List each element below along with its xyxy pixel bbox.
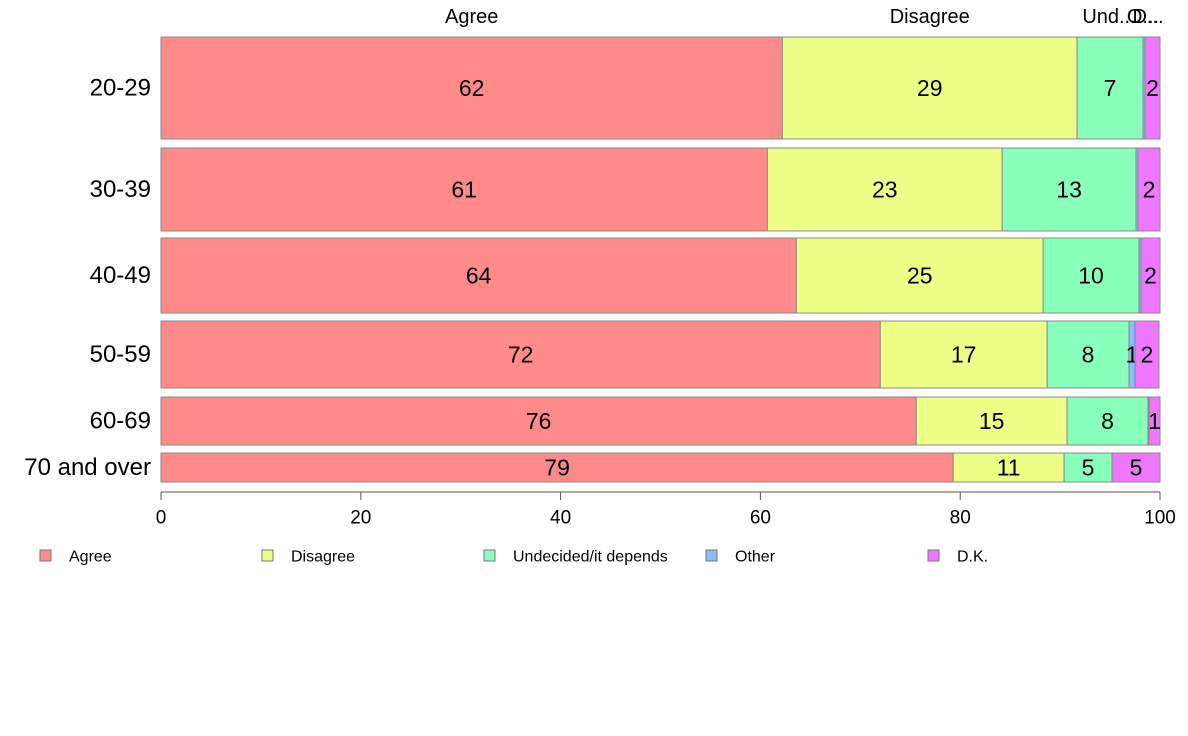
data-label: 5 — [1130, 455, 1143, 481]
bar-segment — [1046, 320, 1130, 389]
x-tick-label: 40 — [550, 508, 571, 529]
bar-segment — [795, 237, 1044, 314]
legend-swatch — [705, 549, 718, 562]
data-label: 79 — [544, 455, 570, 481]
bar-segment — [1134, 320, 1160, 389]
data-label: 72 — [508, 342, 534, 368]
legend-label: D.K. — [957, 549, 988, 566]
category-label: 40-49 — [90, 262, 151, 289]
data-label: 7 — [1104, 75, 1117, 101]
bar-segment — [160, 396, 917, 446]
bar-segment — [160, 36, 783, 140]
data-label: 62 — [459, 75, 485, 101]
data-label: 25 — [907, 263, 933, 289]
data-label: 61 — [451, 177, 477, 203]
category-label: 60-69 — [90, 408, 151, 435]
column-header: Und... — [1082, 6, 1135, 28]
bar-segment — [952, 452, 1065, 483]
data-label: 8 — [1082, 342, 1095, 368]
bar-segment — [160, 237, 797, 314]
x-tick-label: 0 — [156, 508, 167, 529]
bar-segment — [1076, 36, 1144, 140]
data-label: 2 — [1141, 342, 1154, 368]
data-label: 29 — [917, 75, 943, 101]
column-header: Disagree — [890, 6, 970, 28]
data-label: 5 — [1082, 455, 1095, 481]
x-tick-label: 20 — [350, 508, 371, 529]
category-label: 30-39 — [90, 176, 151, 203]
data-label: 10 — [1078, 263, 1104, 289]
category-label: 20-29 — [90, 75, 151, 102]
bar-area: 20-29 62 29 7 230-39 61 23 13 240-49 64 25 10 250-59… — [24, 36, 1161, 483]
data-label: 23 — [872, 177, 898, 203]
x-tick-label: 100 — [1144, 508, 1176, 529]
column-header: O... — [1127, 6, 1159, 28]
bar-segment — [160, 320, 881, 389]
column-header: D... — [1132, 6, 1163, 28]
column-headers: Agree Disagree Und...O...D... — [445, 6, 1164, 28]
bar-segment — [1148, 396, 1161, 446]
bar-segment — [1144, 36, 1161, 140]
legend-swatch — [483, 549, 496, 562]
data-label: 2 — [1143, 177, 1156, 203]
legend-label: Other — [735, 549, 776, 566]
legend-swatch — [39, 549, 52, 562]
data-label: 17 — [951, 342, 977, 368]
legend-label: Undecided/it depends — [513, 549, 668, 566]
bar-segment — [1042, 237, 1140, 314]
data-label: 1 — [1148, 408, 1161, 434]
data-label: 64 — [466, 263, 492, 289]
bar-segment — [879, 320, 1048, 389]
bar-segment — [1001, 147, 1137, 232]
legend-label: Disagree — [291, 549, 355, 566]
category-label: 70 and over — [24, 454, 151, 481]
legend: Agree Disagree Undecided/it depends Other D.… — [39, 549, 988, 566]
data-label: 8 — [1101, 408, 1114, 434]
data-label: 2 — [1144, 263, 1157, 289]
bar-segment — [1137, 147, 1161, 232]
x-tick-label: 60 — [750, 508, 771, 529]
data-label: 15 — [979, 408, 1005, 434]
bar-segment — [1111, 452, 1161, 483]
bar-segment — [1066, 396, 1149, 446]
legend-label: Agree — [69, 549, 112, 566]
data-label: 13 — [1056, 177, 1082, 203]
x-tick-label: 80 — [950, 508, 971, 529]
legend-swatch — [261, 549, 274, 562]
data-label: 11 — [997, 455, 1021, 481]
x-axis: 0 20 40 60 80 100 — [156, 491, 1176, 529]
category-label: 50-59 — [90, 341, 151, 368]
legend-swatch — [927, 549, 940, 562]
column-header: Agree — [445, 6, 498, 28]
bar-segment — [1140, 237, 1161, 314]
bar-segment — [1063, 452, 1113, 483]
data-label: 2 — [1146, 75, 1159, 101]
data-label: 76 — [526, 408, 552, 434]
